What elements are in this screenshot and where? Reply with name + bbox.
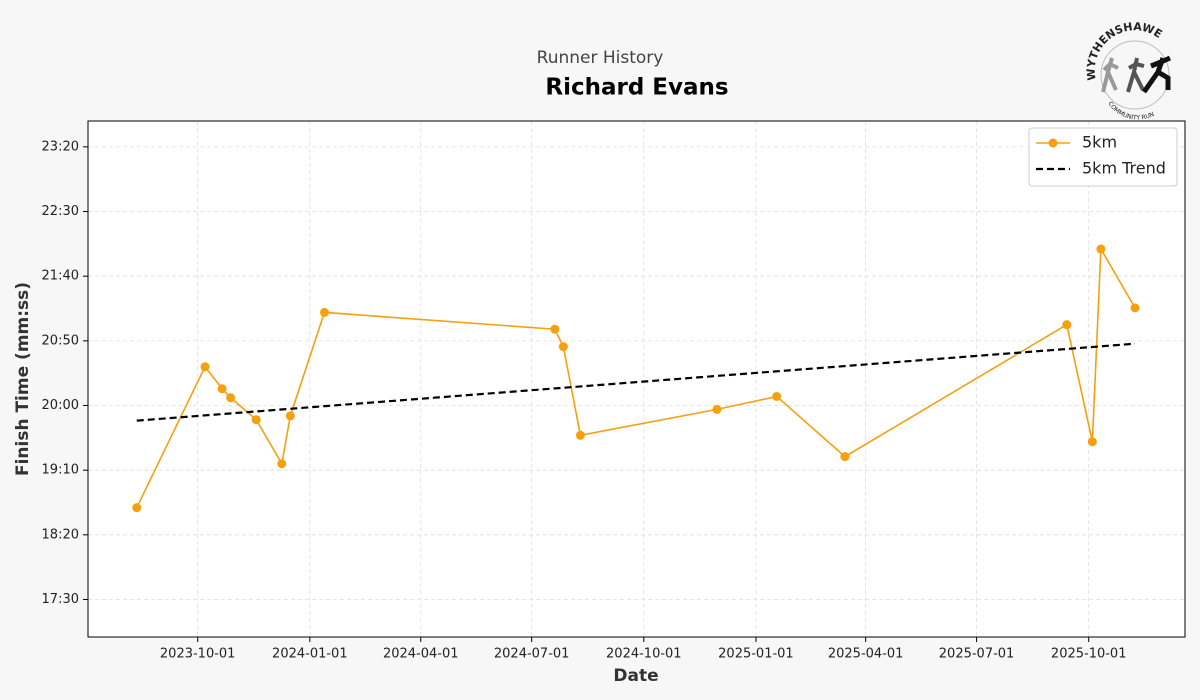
y-tick-label: 21:40 (42, 269, 79, 284)
data-point (217, 384, 227, 394)
data-point (558, 342, 568, 352)
x-tick-label: 2024-07-01 (494, 647, 570, 662)
y-tick-label: 17:30 (42, 592, 79, 607)
x-tick-label: 2025-04-01 (828, 647, 904, 662)
x-tick-label: 2023-10-01 (160, 647, 236, 662)
data-point (285, 411, 295, 421)
y-tick-label: 19:10 (42, 463, 79, 478)
data-point (550, 324, 560, 334)
plot-frame (87, 120, 1186, 638)
legend-label: 5km Trend (1082, 159, 1166, 178)
legend-marker (1048, 138, 1058, 148)
data-point (712, 404, 722, 414)
data-point (200, 362, 210, 372)
logo-runner (1126, 57, 1145, 93)
y-tick-label: 23:20 (42, 139, 79, 154)
x-tick-label: 2024-10-01 (606, 647, 682, 662)
x-tick-label: 2025-07-01 (939, 647, 1015, 662)
data-point (319, 307, 329, 317)
y-tick-label: 22:30 (42, 204, 79, 219)
logo-ring (1100, 40, 1170, 110)
logo-runner (1141, 55, 1172, 94)
x-tick-label: 2025-01-01 (718, 647, 794, 662)
data-point (840, 452, 850, 462)
data-point (132, 503, 142, 513)
y-tick-label: 20:00 (42, 398, 79, 413)
y-tick-label: 20:50 (42, 333, 79, 348)
y-tick-label: 18:20 (42, 527, 79, 542)
data-point (1062, 320, 1072, 330)
data-point (226, 393, 236, 403)
chart-title: Richard Evans (545, 75, 728, 101)
plot-area (88, 121, 1185, 637)
x-tick-label: 2025-10-01 (1051, 647, 1127, 662)
data-point (1087, 437, 1097, 447)
y-axis-label: Finish Time (mm:ss) (13, 282, 33, 476)
legend-label: 5km (1082, 133, 1117, 152)
x-tick-label: 2024-01-01 (272, 647, 348, 662)
logo-runner (1101, 57, 1119, 93)
series-line (136, 342, 1136, 422)
data-point (1130, 303, 1140, 313)
data-point (575, 430, 585, 440)
x-tick-label: 2024-04-01 (383, 647, 459, 662)
data-point (277, 459, 287, 469)
x-axis-label: Date (613, 666, 658, 686)
data-point (1096, 244, 1106, 254)
data-point (772, 391, 782, 401)
chart-subtitle: Runner History (537, 48, 664, 68)
data-point (251, 415, 261, 425)
legend: 5km 5km Trend (1028, 127, 1178, 187)
